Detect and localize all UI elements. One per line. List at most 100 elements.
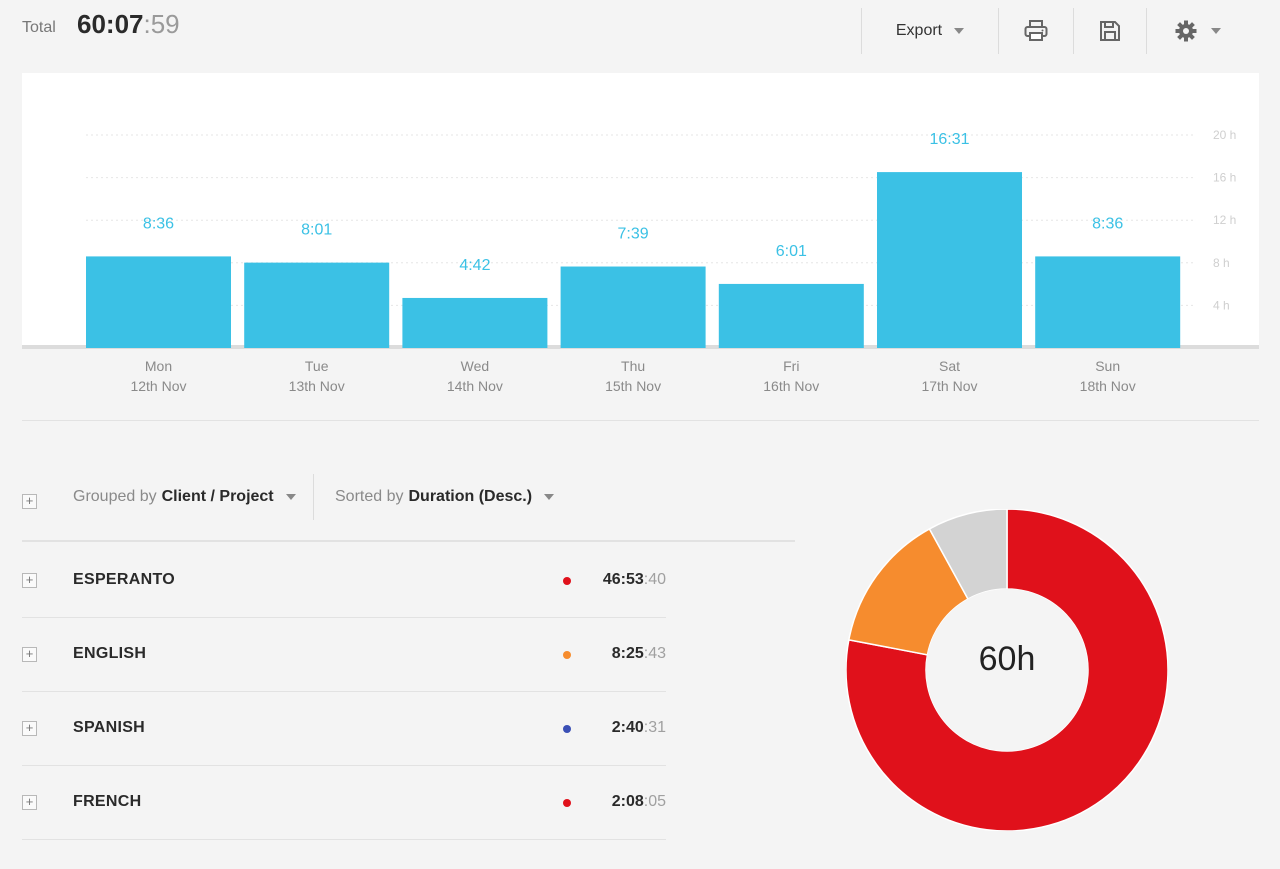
project-name: FRENCH [73,793,142,810]
duration-hours-minutes: 2:08 [611,793,644,810]
duration-hours-minutes: 8:25 [611,645,644,662]
print-button[interactable] [1000,8,1072,54]
sort-by-prefix: Sorted by [335,488,404,505]
x-tick-label: Sat 17th Nov [877,356,1022,396]
duration-seconds: :05 [643,793,666,810]
project-row-spanish[interactable]: + SPANISH 2:40:31 [22,691,666,766]
expand-row-button[interactable]: + [22,573,37,588]
export-label: Export [895,22,943,39]
settings-button[interactable] [1148,8,1248,54]
chart-bar-wed[interactable] [402,297,548,348]
daily-duration-chart: 4 h 8 h 12 h 16 h 20 h 8:36 8:01 4:42 7:39 6:01 16… [22,73,1259,349]
y-tick-label: 20 h [1213,128,1236,142]
list-header-rule [22,540,795,542]
x-tick-label: Wed 14th Nov [402,356,547,396]
chart-x-axis: Mon 12th Nov Tue 13th Nov Wed 14th Nov Thu 15th… [0,356,1280,400]
project-name: SPANISH [73,719,146,736]
project-name: ENGLISH [73,645,147,662]
project-row-english[interactable]: + ENGLISH 8:25:43 [22,617,666,692]
group-by-value: Client / Project [161,488,274,505]
header-divider [998,8,999,54]
project-duration: 46:53:40 [603,571,666,589]
save-button[interactable] [1075,8,1145,54]
weekday-label: Fri [783,358,800,374]
header-divider [1146,8,1147,54]
chart-bar-fri[interactable] [718,283,864,348]
project-color-dot [563,725,571,733]
gear-icon [1175,20,1197,42]
x-tick-label: Sun 18th Nov [1035,356,1180,396]
donut-hole [926,589,1088,751]
chart-bar-thu[interactable] [560,266,706,348]
bar-value-label: 6:01 [776,243,807,260]
date-label: 17th Nov [921,378,978,394]
export-button[interactable]: Export [862,8,998,54]
date-label: 18th Nov [1079,378,1136,394]
chart-bar-tue[interactable] [244,262,390,348]
y-tick-label: 8 h [1213,256,1230,270]
duration-hours-minutes: 46:53 [602,571,644,588]
project-duration: 8:25:43 [612,645,666,663]
project-row-esperanto[interactable]: + ESPERANTO 46:53:40 [22,543,666,618]
weekday-label: Wed [460,358,490,374]
total-seconds: :59 [143,9,180,39]
duration-seconds: :40 [643,571,666,588]
controls-divider [313,474,314,520]
duration-seconds: :31 [643,719,666,736]
chevron-down-icon [544,494,555,500]
expand-all-button[interactable]: + [22,494,37,509]
total-duration: 60:07:59 [77,9,180,40]
duration-hours-minutes: 2:40 [611,719,644,736]
report-header: Total 60:07:59 Export [0,0,1280,56]
chevron-down-icon [285,494,296,500]
date-label: 16th Nov [763,378,820,394]
y-tick-label: 4 h [1213,298,1230,312]
weekday-label: Sun [1095,358,1121,374]
donut-center-label: 60h [978,640,1036,678]
project-color-dot [563,577,571,585]
expand-row-button[interactable]: + [22,647,37,662]
sort-by-value: Duration (Desc.) [408,488,533,505]
weekday-label: Mon [144,358,173,374]
expand-row-button[interactable]: + [22,721,37,736]
bar-value-label: 8:36 [143,215,174,232]
project-duration: 2:08:05 [612,793,666,811]
y-tick-label: 12 h [1213,213,1236,227]
x-tick-label: Fri 16th Nov [719,356,864,396]
bar-value-label: 16:31 [929,131,969,148]
project-row-french[interactable]: + FRENCH 2:08:05 [22,765,666,840]
printer-icon [1024,20,1048,41]
weekday-label: Thu [621,358,646,374]
header-divider [861,8,862,54]
bar-value-label: 8:36 [1092,215,1123,232]
total-label: Total [22,19,56,36]
chart-bar-mon[interactable] [86,256,231,348]
chevron-down-icon [1211,28,1221,34]
project-duration: 2:40:31 [612,719,666,737]
total-hours-minutes: 60:07 [77,9,144,39]
bar-value-label: 4:42 [459,257,490,274]
group-by-dropdown[interactable]: Grouped by Client / Project [73,488,296,506]
weekday-label: Sat [938,358,960,374]
duration-seconds: :43 [643,645,666,662]
y-tick-label: 16 h [1213,171,1236,185]
x-tick-label: Thu 15th Nov [561,356,706,396]
expand-row-button[interactable]: + [22,795,37,810]
date-label: 13th Nov [288,378,345,394]
project-color-dot [563,799,571,807]
chart-bar-sat[interactable] [877,172,1022,348]
bar-value-label: 7:39 [618,226,649,243]
bar-value-label: 8:01 [301,222,332,239]
chart-bar-sun[interactable] [1035,256,1181,348]
floppy-disk-icon [1100,21,1120,41]
weekday-label: Tue [304,358,329,374]
date-label: 14th Nov [446,378,503,394]
group-by-prefix: Grouped by [73,488,157,505]
chevron-down-icon [954,28,965,34]
date-label: 12th Nov [130,378,187,394]
sort-by-dropdown[interactable]: Sorted by Duration (Desc.) [335,488,555,506]
section-divider [22,420,1259,421]
project-donut-chart [846,509,1168,831]
project-color-dot [563,651,571,659]
header-divider [1073,8,1074,54]
